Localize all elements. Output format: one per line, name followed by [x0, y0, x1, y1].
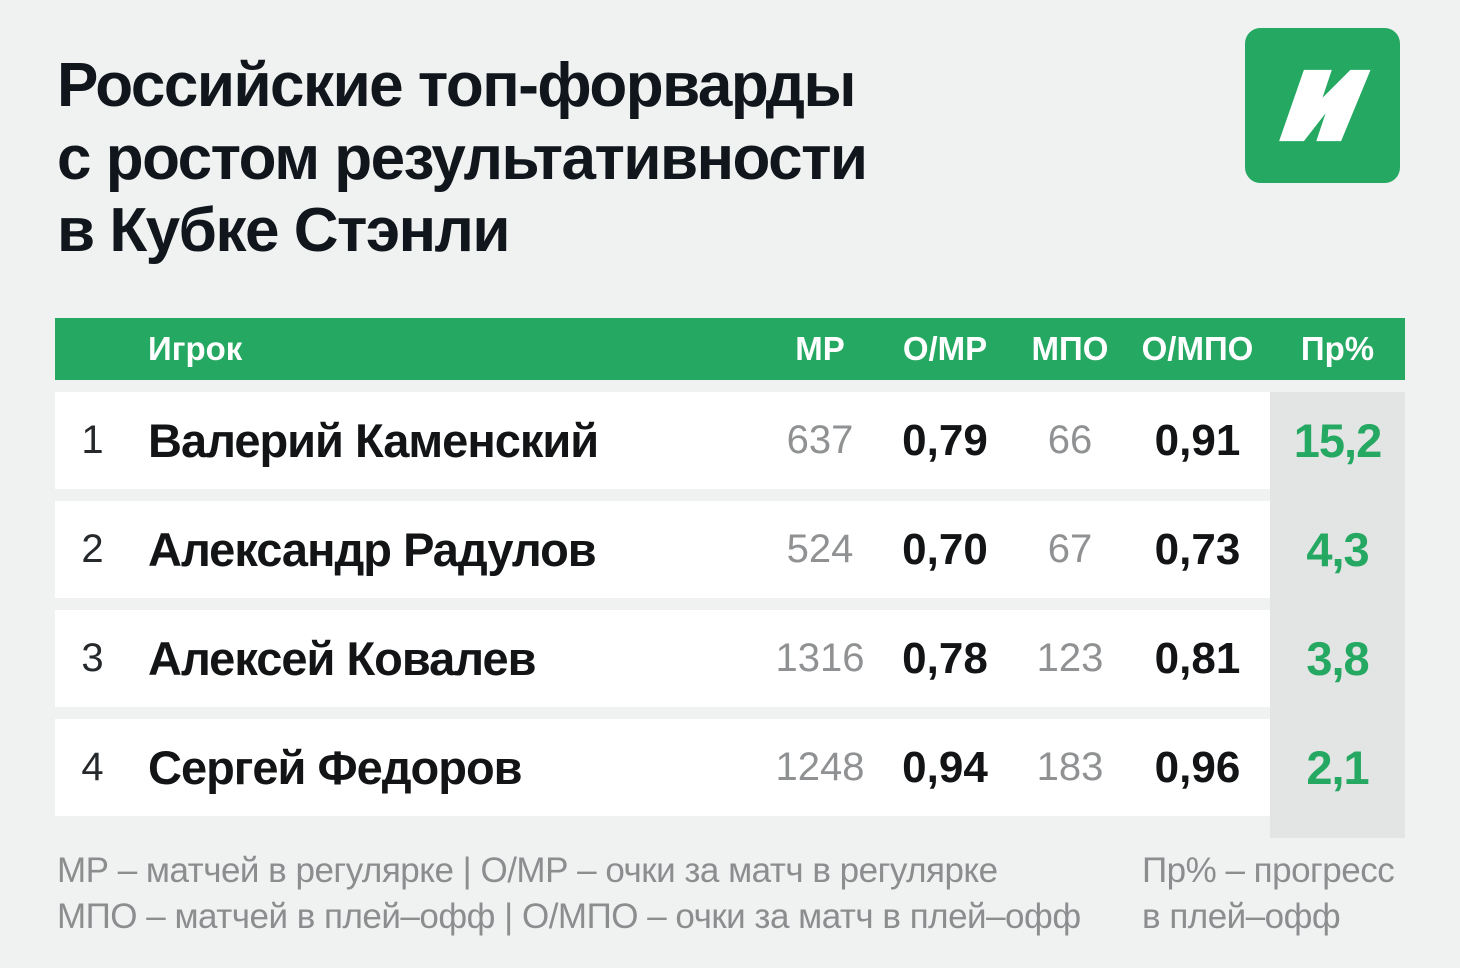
legend-line-1: МР – матчей в регулярке | О/МР – очки за… — [57, 851, 998, 890]
mp-value: 524 — [765, 501, 875, 598]
mpo-value: 66 — [1015, 392, 1125, 489]
header-player: Игрок — [148, 330, 243, 367]
table-body: 1 Валерий Каменский 637 0,79 66 0,91 15,… — [55, 392, 1405, 838]
brand-logo-icon — [1245, 28, 1400, 183]
table-row: 3 Алексей Ковалев 1316 0,78 123 0,81 3,8 — [55, 610, 1405, 707]
table-row: 4 Сергей Федоров 1248 0,94 183 0,96 2,1 — [55, 719, 1405, 816]
legend-right-line-2: в плей–офф — [1142, 897, 1341, 937]
o-mpo-value: 0,91 — [1125, 392, 1270, 489]
mpo-value: 123 — [1015, 610, 1125, 707]
progress-value: 15,2 — [1293, 414, 1382, 467]
title-line-2: с ростом результативности — [57, 123, 868, 193]
progress-value: 2,1 — [1306, 741, 1369, 794]
player-name: Алексей Ковалев — [130, 610, 765, 707]
legend-right-line-1: Пр% – прогресс — [1142, 851, 1395, 890]
legend-line-2: МПО – матчей в плей–офф | О/МПО – очки з… — [57, 897, 1081, 937]
mpo-value: 183 — [1015, 719, 1125, 816]
o-mpo-value: 0,96 — [1125, 719, 1270, 816]
mp-value: 637 — [765, 392, 875, 489]
progress-value: 3,8 — [1306, 632, 1369, 685]
o-mp-value: 0,94 — [875, 719, 1015, 816]
o-mp-value: 0,70 — [875, 501, 1015, 598]
title-line-3: в Кубке Стэнли — [57, 196, 511, 266]
header-o-mp: О/МР — [902, 330, 988, 367]
table-row: 2 Александр Радулов 524 0,70 67 0,73 4,3 — [55, 501, 1405, 598]
mp-value: 1248 — [765, 719, 875, 816]
o-mpo-value: 0,73 — [1125, 501, 1270, 598]
header-mp: МР — [795, 330, 845, 367]
legend-right: Пр% – прогресс в плей–офф — [1142, 848, 1395, 940]
header-mpo: МПО — [1031, 330, 1109, 367]
page-title: Российские топ-форварды с ростом результ… — [57, 50, 868, 268]
player-name: Валерий Каменский — [130, 392, 765, 489]
mpo-value: 67 — [1015, 501, 1125, 598]
row-rank: 2 — [55, 501, 130, 598]
player-name: Александр Радулов — [130, 501, 765, 598]
row-rank: 3 — [55, 610, 130, 707]
title-line-1: Российские топ-форварды — [57, 51, 856, 120]
mp-value: 1316 — [765, 610, 875, 707]
header-o-mpo: О/МПО — [1141, 330, 1254, 367]
row-rank: 4 — [55, 719, 130, 816]
o-mp-value: 0,79 — [875, 392, 1015, 489]
header-progress: Пр% — [1300, 330, 1375, 367]
progress-column-stripe — [1270, 392, 1405, 838]
o-mp-value: 0,78 — [875, 610, 1015, 707]
legend-left: МР – матчей в регулярке | О/МР – очки за… — [57, 848, 1081, 940]
row-rank: 1 — [55, 392, 130, 489]
table-row: 1 Валерий Каменский 637 0,79 66 0,91 15,… — [55, 392, 1405, 489]
player-name: Сергей Федоров — [130, 719, 765, 816]
table-header-row: Игрок МР О/МР МПО О/МПО Пр% — [55, 318, 1405, 380]
o-mpo-value: 0,81 — [1125, 610, 1270, 707]
stats-table: Игрок МР О/МР МПО О/МПО Пр% 1 Валерий Ка… — [55, 318, 1405, 838]
progress-value: 4,3 — [1306, 523, 1369, 576]
